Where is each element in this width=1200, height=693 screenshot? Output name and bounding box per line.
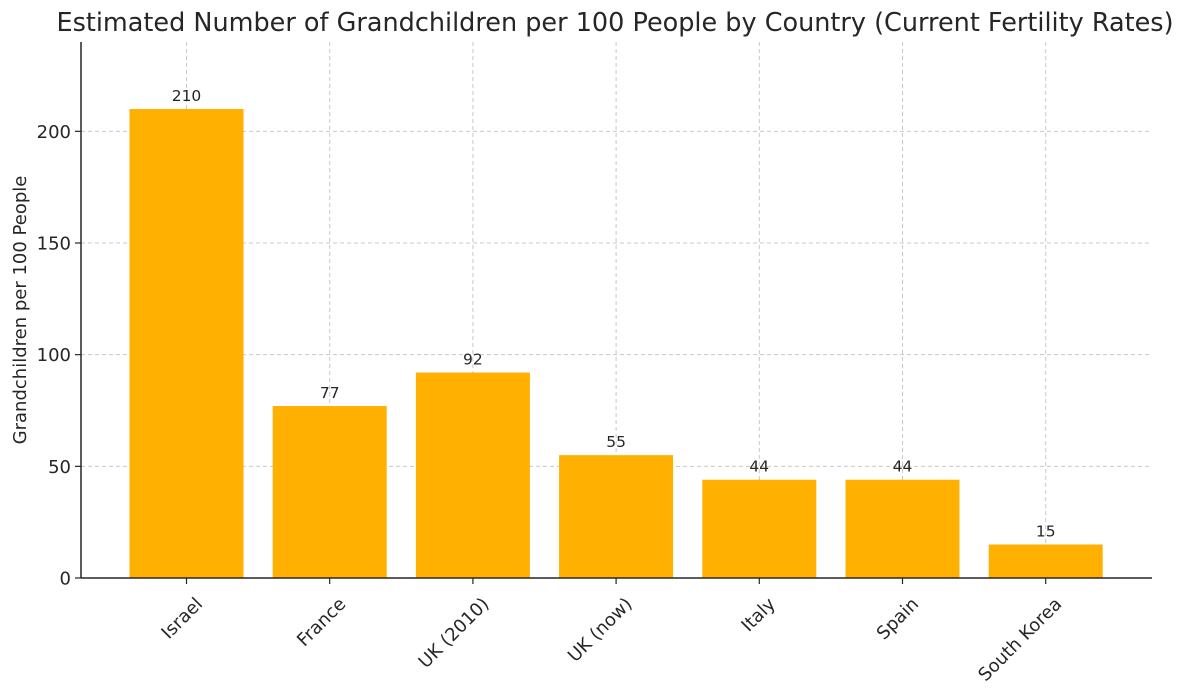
bar-value-label: 44 <box>749 458 769 476</box>
x-tick-label: Israel <box>157 594 207 644</box>
bar <box>988 544 1103 578</box>
bar-value-label: 55 <box>606 433 626 451</box>
bar <box>845 479 960 578</box>
bar <box>415 372 530 578</box>
bar <box>272 406 387 578</box>
bars <box>129 109 1103 578</box>
bar-value-label: 44 <box>893 458 913 476</box>
bar-value-label: 92 <box>463 351 483 369</box>
y-tick-label: 200 <box>37 122 71 143</box>
chart-title: Estimated Number of Grandchildren per 10… <box>56 8 1173 38</box>
bar <box>702 479 817 578</box>
x-tick-label: Italy <box>737 593 780 636</box>
bar-value-label: 15 <box>1036 523 1056 541</box>
y-tick-label: 150 <box>37 234 71 255</box>
axes <box>75 42 1152 584</box>
x-tick-label: South Korea <box>974 594 1066 686</box>
bar-value-label: 77 <box>320 384 340 402</box>
x-tick-label: UK (2010) <box>415 594 494 673</box>
y-axis-label: Grandchildren per 100 People <box>10 176 31 445</box>
bar-value-label: 210 <box>172 87 202 105</box>
x-tick-label: Spain <box>873 594 923 644</box>
y-tick-label: 100 <box>37 345 71 366</box>
x-tick-label: UK (now) <box>564 594 637 667</box>
x-tick-label: France <box>293 594 350 651</box>
y-tick-label: 50 <box>48 457 71 478</box>
bar <box>559 455 674 578</box>
bar <box>129 109 244 578</box>
y-tick-label: 0 <box>60 569 71 590</box>
